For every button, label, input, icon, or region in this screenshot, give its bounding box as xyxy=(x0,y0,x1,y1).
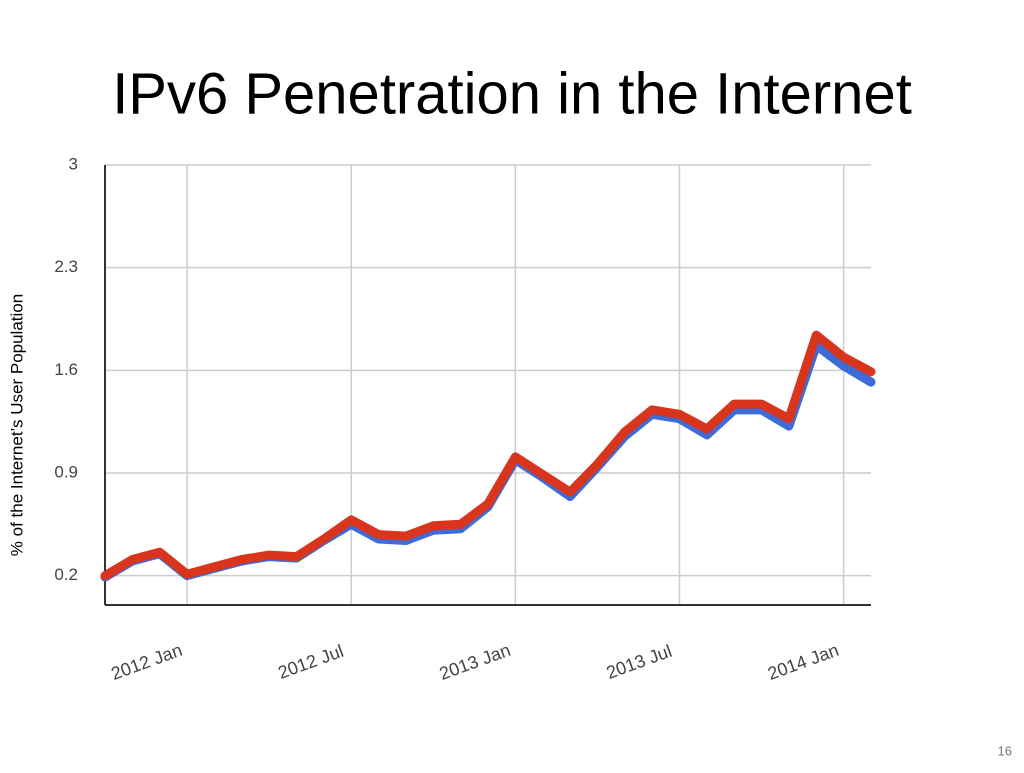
y-tick-label: 1.6 xyxy=(54,360,78,379)
y-tick-label: 0.2 xyxy=(54,565,78,584)
y-axis-label: % of the Internet’s User Population xyxy=(7,294,26,556)
y-tick-label: 3 xyxy=(69,154,78,173)
series-line xyxy=(100,330,876,581)
page-number: 16 xyxy=(998,743,1012,758)
chart-title: IPv6 Penetration in the Internet xyxy=(112,61,912,126)
x-tick-label: 2012 Jul xyxy=(275,641,346,683)
x-tick-label: 2013 Jan xyxy=(437,640,513,684)
series-line xyxy=(100,340,876,582)
y-tick-label: 0.9 xyxy=(54,462,78,481)
x-tick-label: 2012 Jan xyxy=(108,640,184,684)
x-tick-label: 2014 Jan xyxy=(765,640,841,684)
x-tick-label: 2013 Jul xyxy=(604,641,675,683)
y-tick-label: 2.3 xyxy=(54,257,78,276)
